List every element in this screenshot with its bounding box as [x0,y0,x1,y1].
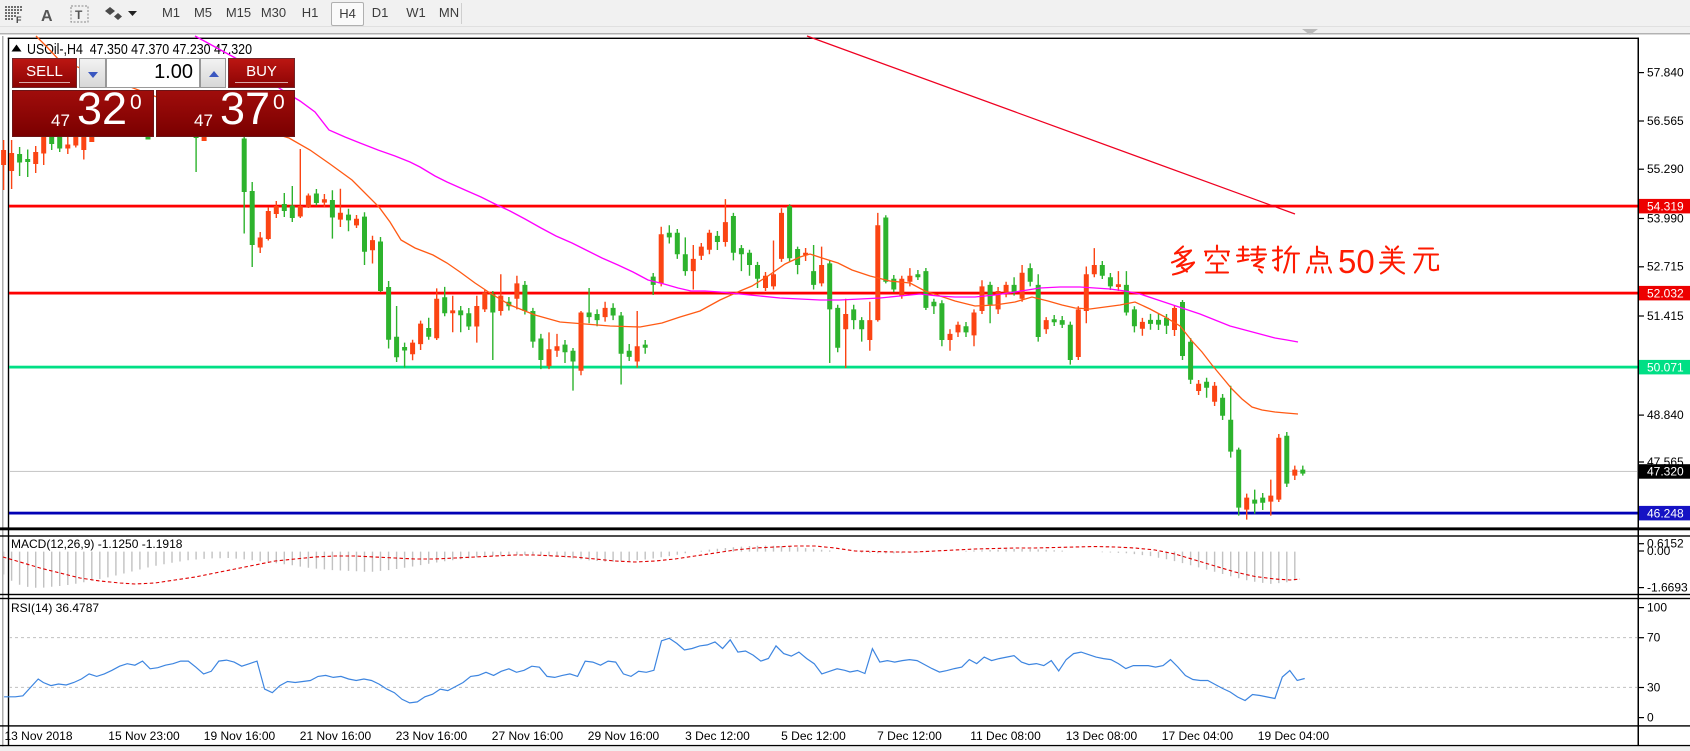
svg-text:11 Dec 08:00: 11 Dec 08:00 [970,729,1041,743]
svg-text:0.00: 0.00 [1647,544,1671,558]
svg-text:A: A [41,8,53,25]
svg-text:17 Dec 04:00: 17 Dec 04:00 [1162,729,1234,743]
svg-text:51.415: 51.415 [1647,309,1684,323]
svg-text:MACD(12,26,9) -1.1250 -1.1918: MACD(12,26,9) -1.1250 -1.1918 [11,537,183,551]
svg-text:7 Dec 12:00: 7 Dec 12:00 [877,729,942,743]
svg-text:52.032: 52.032 [1647,286,1684,300]
svg-text:21 Nov 16:00: 21 Nov 16:00 [300,729,372,743]
svg-text:27 Nov 16:00: 27 Nov 16:00 [492,729,564,743]
svg-text:54.319: 54.319 [1647,199,1684,213]
svg-text:55.290: 55.290 [1647,162,1684,176]
svg-text:RSI(14) 36.4787: RSI(14) 36.4787 [11,601,99,615]
svg-text:19 Dec 04:00: 19 Dec 04:00 [1258,729,1330,743]
svg-text:19 Nov 16:00: 19 Nov 16:00 [204,729,276,743]
svg-text:52.715: 52.715 [1647,260,1684,274]
svg-text:29 Nov 16:00: 29 Nov 16:00 [588,729,660,743]
svg-text:3 Dec 12:00: 3 Dec 12:00 [685,729,750,743]
svg-text:48.840: 48.840 [1647,408,1684,422]
svg-text:13 Dec 08:00: 13 Dec 08:00 [1066,729,1138,743]
svg-text:-1.6693: -1.6693 [1647,581,1688,595]
svg-text:15 Nov 23:00: 15 Nov 23:00 [108,729,180,743]
svg-text:70: 70 [1647,631,1661,645]
svg-text:50: 50 [1338,243,1375,280]
svg-text:53.990: 53.990 [1647,211,1684,225]
svg-text:13 Nov 2018: 13 Nov 2018 [4,729,72,743]
svg-text:46.248: 46.248 [1647,506,1684,520]
svg-text:5 Dec 12:00: 5 Dec 12:00 [781,729,846,743]
svg-text:47.320: 47.320 [1647,465,1684,479]
svg-text:100: 100 [1647,601,1667,615]
svg-text:56.565: 56.565 [1647,114,1684,128]
svg-text:F: F [16,15,22,25]
svg-text:50.071: 50.071 [1647,360,1684,374]
svg-text:23 Nov 16:00: 23 Nov 16:00 [396,729,468,743]
svg-text:USOil-,H4 47.350 47.370 47.23: USOil-,H4 47.350 47.370 47.230 47.320 [27,41,252,58]
svg-text:0.6152: 0.6152 [1647,537,1684,551]
svg-text:T: T [75,8,83,22]
svg-text:30: 30 [1647,680,1661,694]
svg-text:0: 0 [1647,711,1654,725]
svg-text:57.840: 57.840 [1647,66,1684,80]
